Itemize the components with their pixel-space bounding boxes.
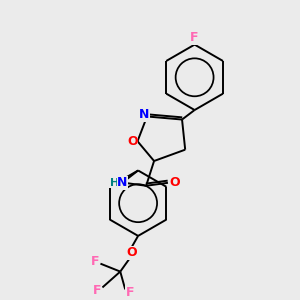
Text: F: F — [126, 286, 134, 299]
Text: O: O — [127, 246, 137, 259]
Text: N: N — [117, 176, 128, 189]
Text: N: N — [139, 108, 149, 121]
Text: O: O — [127, 135, 138, 148]
Text: F: F — [91, 255, 100, 268]
Text: O: O — [169, 176, 180, 189]
Text: H: H — [110, 178, 119, 188]
Text: F: F — [190, 31, 199, 44]
Text: F: F — [93, 284, 102, 297]
